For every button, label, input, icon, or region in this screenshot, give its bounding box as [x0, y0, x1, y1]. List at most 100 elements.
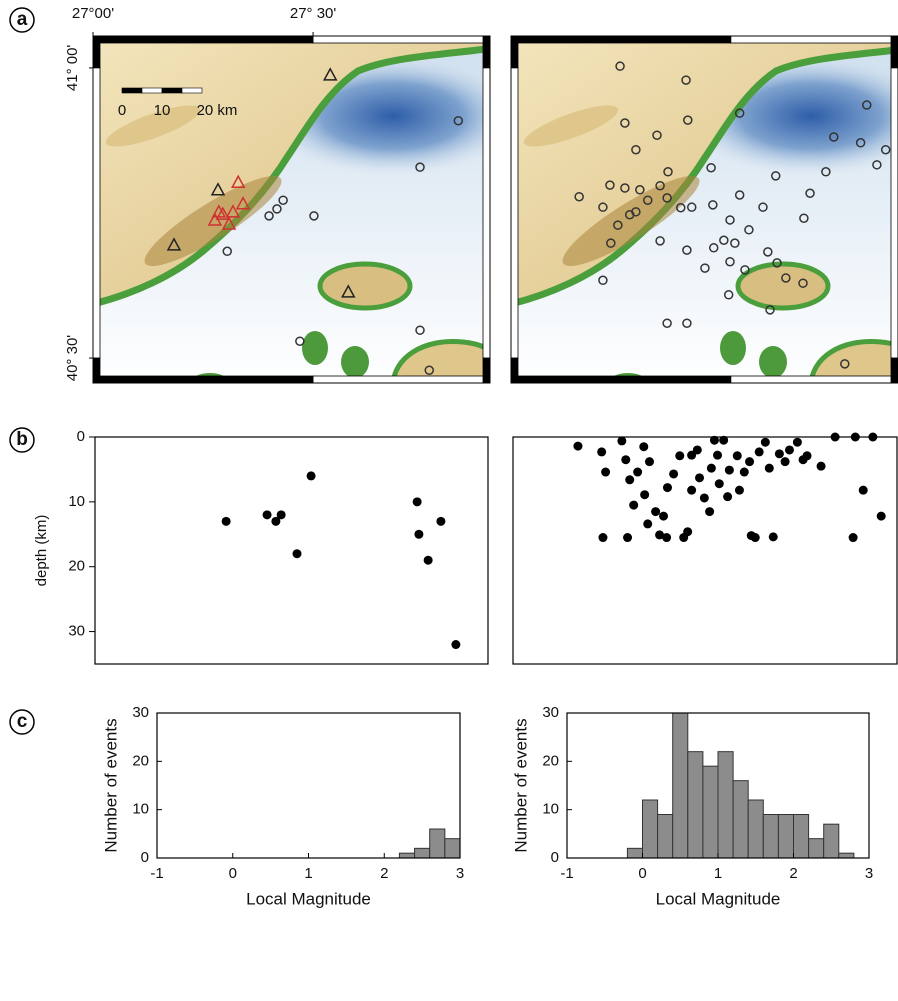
event-dot [695, 473, 704, 482]
event-dot [765, 464, 774, 473]
x-tick-label: 27° 30' [290, 5, 337, 22]
frame-bar [511, 36, 731, 43]
event-dot [633, 468, 642, 477]
y-tick-label: 0 [77, 428, 85, 445]
event-dot [849, 533, 858, 542]
event-dot [745, 457, 754, 466]
y-tick-label: 30 [68, 623, 85, 640]
x-tick-label: 2 [789, 865, 797, 882]
event-dot [733, 451, 742, 460]
event-dot [625, 475, 634, 484]
event-dot [740, 468, 749, 477]
event-dot [715, 479, 724, 488]
y-tick-label: 0 [551, 849, 559, 866]
event-dot [640, 490, 649, 499]
hist-bar [733, 781, 748, 858]
y-tick-label: 30 [132, 704, 149, 721]
hist-bar [673, 713, 688, 858]
event-dot [573, 442, 582, 451]
event-dot [713, 451, 722, 460]
event-dot [793, 438, 802, 447]
event-dot [621, 455, 630, 464]
frame-bar [511, 376, 731, 383]
frame-bar [891, 68, 898, 358]
x-tick-label: 2 [380, 865, 388, 882]
scale-label: 20 km [197, 102, 238, 119]
frame-bar [483, 358, 490, 383]
frame-bar [511, 36, 518, 68]
scale-label: 0 [118, 102, 126, 119]
frame-bar [93, 36, 313, 43]
frame-bar [313, 36, 490, 43]
event-dot [293, 549, 302, 558]
frame-bar [313, 376, 490, 383]
event-dot [831, 433, 840, 442]
event-dot [785, 445, 794, 454]
terrain-b [511, 36, 898, 389]
frame-bar [891, 36, 898, 68]
event-dot [663, 483, 672, 492]
frame-bar [483, 68, 490, 358]
frame-bar [511, 358, 518, 383]
event-dot [877, 512, 886, 521]
x-tick-label: 3 [456, 865, 464, 882]
event-dot [307, 471, 316, 480]
x-tick-label: 1 [304, 865, 312, 882]
event-dot [781, 457, 790, 466]
scale-bar [162, 88, 182, 93]
event-dot [755, 447, 764, 456]
frame-bar [731, 36, 898, 43]
frame-bar [483, 36, 490, 68]
hist-bar [415, 848, 430, 858]
x-tick-label: -1 [560, 865, 573, 882]
x-axis-label: Local Magnitude [246, 889, 371, 908]
event-dot [413, 497, 422, 506]
event-dot [436, 517, 445, 526]
x-tick-label: -1 [150, 865, 163, 882]
y-tick-label: 20 [68, 558, 85, 575]
event-dot [707, 464, 716, 473]
event-dot [643, 519, 652, 528]
hist-bar [839, 853, 854, 858]
y-tick-label: 10 [542, 801, 559, 818]
event-dot [645, 457, 654, 466]
hist-bar [763, 815, 778, 859]
event-dot [775, 449, 784, 458]
event-dot [769, 532, 778, 541]
hist-bar [748, 800, 763, 858]
y-tick-label: 10 [132, 801, 149, 818]
event-dot [623, 533, 632, 542]
event-dot [761, 438, 770, 447]
event-dot [719, 436, 728, 445]
event-dot [662, 533, 671, 542]
y-tick-label: 20 [132, 752, 149, 769]
event-dot [669, 469, 678, 478]
event-dot [693, 445, 702, 454]
frame-bar [511, 68, 518, 358]
hist-bar [794, 815, 809, 859]
scale-bar [182, 88, 202, 93]
event-dot [639, 442, 648, 451]
event-dot [277, 510, 286, 519]
y-tick-label: 30 [542, 704, 559, 721]
hist-bar [824, 824, 839, 858]
event-dot [598, 533, 607, 542]
frame-bar [93, 358, 100, 383]
axes-frame [513, 437, 897, 664]
x-tick-label: 27°00' [72, 5, 114, 22]
frame-bar [731, 376, 898, 383]
panel-label: c [17, 711, 28, 732]
event-dot [659, 512, 668, 521]
event-dot [617, 436, 626, 445]
frame-bar [891, 358, 898, 383]
y-tick-label: 0 [141, 849, 149, 866]
event-dot [817, 462, 826, 471]
y-tick-label: 20 [542, 752, 559, 769]
event-dot [705, 507, 714, 516]
event-dot [601, 468, 610, 477]
scale-bar [122, 88, 142, 93]
axes-frame [95, 437, 488, 664]
event-dot [424, 556, 433, 565]
axes-frame [157, 713, 460, 858]
x-tick-label: 0 [638, 865, 646, 882]
